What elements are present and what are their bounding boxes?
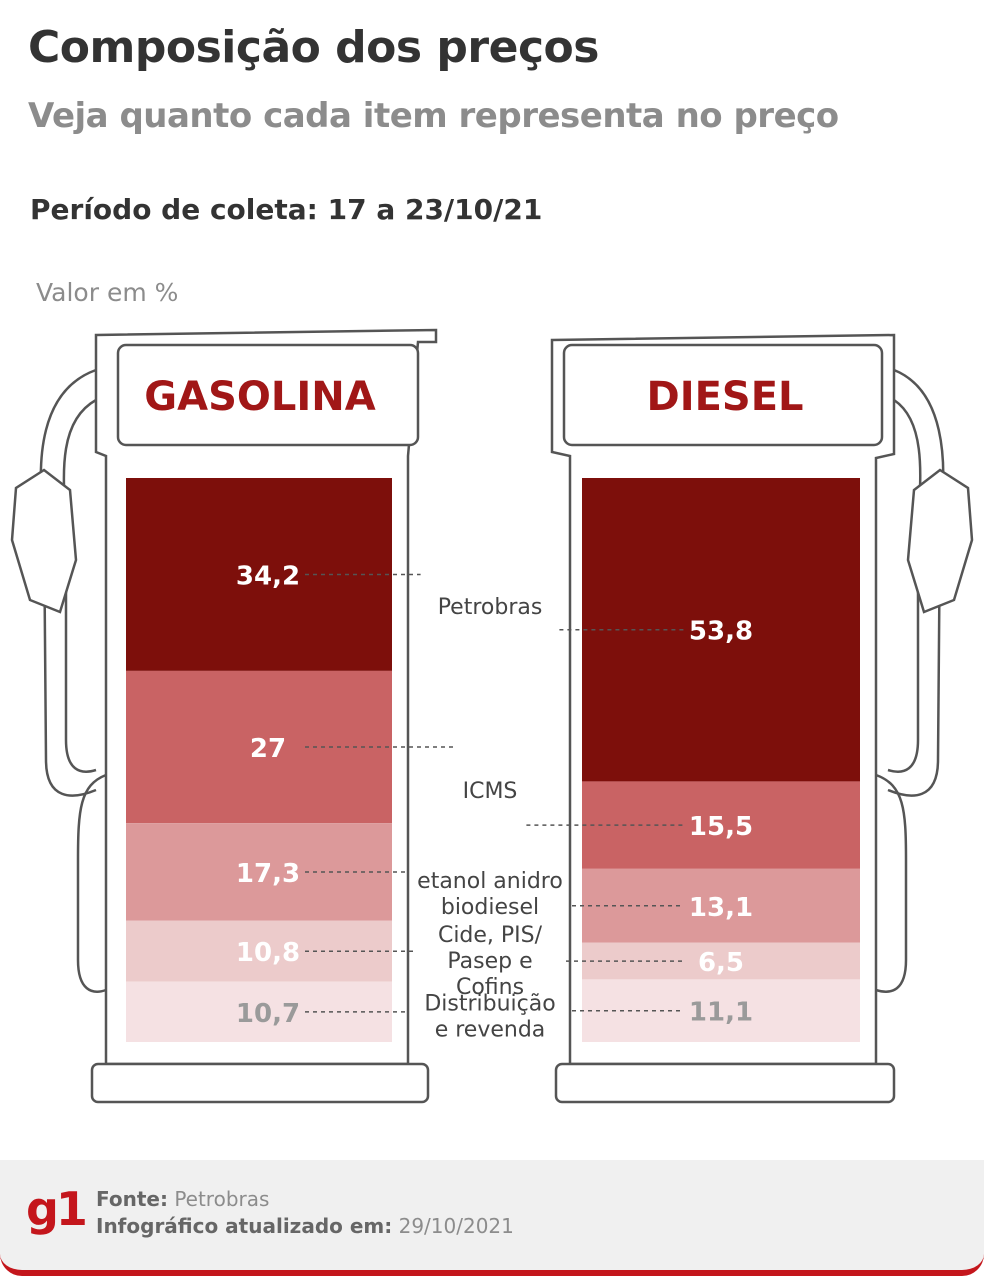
unit-label: Valor em %: [36, 278, 179, 307]
pump-diesel-base: [554, 1062, 896, 1104]
bar-diesel-icms: [582, 781, 860, 869]
updated-value: 29/10/2021: [398, 1214, 514, 1238]
nozzle-icon: [906, 468, 974, 614]
value-label-diesel-etanol-anidro-biodiesel: 13,1: [689, 893, 753, 923]
value-label-diesel-icms: 15,5: [689, 812, 753, 842]
series-label-etanol-anidro-biodiesel-line-1: etanol anidro: [417, 869, 563, 894]
value-label-diesel-cide-pis-pasep-e-cofins: 6,5: [698, 948, 744, 978]
value-label-gasolina-icms: 27: [250, 734, 286, 764]
value-label-gasolina-petrobras: 34,2: [236, 561, 300, 591]
value-label-gasolina-cide-pis-pasep-e-cofins: 10,8: [236, 938, 300, 968]
updated-line: Infográfico atualizado em: 29/10/2021: [96, 1214, 514, 1238]
series-label-cide-pis-pasep-e-cofins-line-1: Cide, PIS/: [438, 923, 543, 948]
source-value: Petrobras: [174, 1187, 270, 1211]
value-label-diesel-distribuicao-e-revenda: 11,1: [689, 998, 753, 1028]
collection-period: Período de coleta: 17 a 23/10/21: [30, 193, 543, 226]
fuel-price-chart: GASOLINA 34,2 27 17,3 10,8 10,7 DIESEL 53,8 15,5…: [10, 328, 974, 1104]
series-label-cide-pis-pasep-e-cofins-line-3: Cofins: [456, 975, 524, 1000]
pump-diesel-header-box: [562, 343, 884, 447]
pump-gasolina-lower-hose: [76, 773, 107, 993]
pump-gasolina-base: [90, 1062, 430, 1104]
pump-gasolina-header-box: [116, 343, 420, 447]
g1-logo: g1: [26, 1182, 88, 1236]
category-label-gasolina: GASOLINA: [144, 374, 375, 420]
value-label-diesel-petrobras: 53,8: [689, 617, 753, 647]
source-label: Fonte:: [96, 1187, 168, 1211]
series-label-petrobras-line-1: Petrobras: [438, 595, 543, 620]
series-label-icms-line-1: ICMS: [463, 779, 518, 804]
series-label-distribuicao-e-revenda-line-1: Distribuição: [424, 991, 555, 1016]
series-label-distribuicao-e-revenda-line-2: e revenda: [435, 1017, 546, 1042]
source-line: Fonte: Petrobras: [96, 1187, 269, 1211]
updated-label: Infográfico atualizado em:: [96, 1214, 393, 1238]
category-label-diesel: DIESEL: [646, 374, 803, 420]
series-label-etanol-anidro-biodiesel-line-2: biodiesel: [441, 895, 539, 920]
chart-subtitle: Veja quanto cada item representa no preç…: [28, 96, 839, 136]
series-label-cide-pis-pasep-e-cofins-line-2: Pasep e: [447, 949, 532, 974]
chart-title: Composição dos preços: [28, 22, 599, 73]
value-label-gasolina-distribuicao-e-revenda: 10,7: [236, 999, 300, 1029]
pump-diesel-lower-hose: [875, 773, 908, 993]
value-label-gasolina-etanol-anidro-biodiesel: 17,3: [236, 859, 300, 889]
bar-diesel-cide-pis-pasep-e-cofins: [582, 942, 860, 980]
bar-diesel-petrobras: [582, 478, 860, 782]
nozzle-icon: [10, 468, 78, 614]
footer: g1 Fonte: Petrobras Infográfico atualiza…: [0, 1160, 984, 1276]
